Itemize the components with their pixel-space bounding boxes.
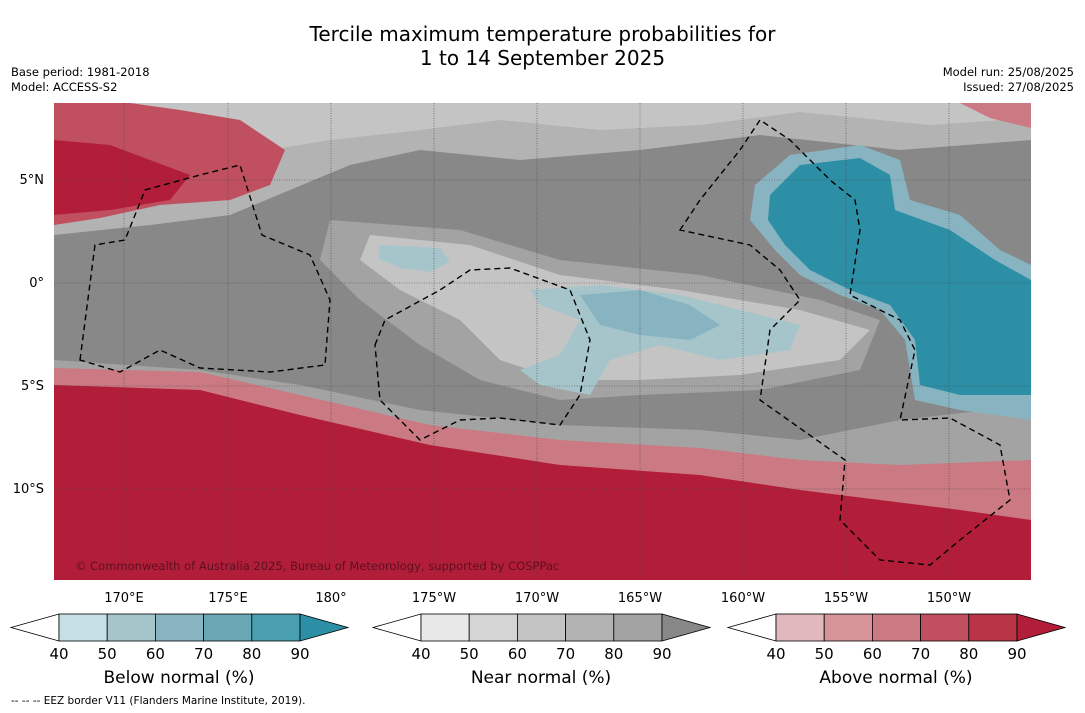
lat-label: 5°S [21, 379, 44, 394]
lon-label: 165°W [618, 591, 662, 606]
lon-label: 160°W [721, 591, 765, 606]
below-normal-central [520, 285, 800, 395]
colorbar-segment [106, 613, 156, 642]
colorbar-segment [872, 613, 922, 642]
longitude-labels: 170°E 175°E 180° 175°W 170°W 165°W 160°W… [104, 591, 971, 606]
lon-label: 175°E [208, 591, 248, 606]
colorbar-tick-label: 70 [911, 645, 930, 663]
above-normal-label: Above normal (%) [819, 668, 973, 688]
colorbar-tick-label: 90 [1007, 645, 1026, 663]
lon-label: 175°W [412, 591, 456, 606]
colorbar-tick-label: 60 [863, 645, 882, 663]
colorbar-tick-label: 80 [242, 645, 261, 663]
colorbar-segment [420, 613, 470, 642]
near-normal-light-south [54, 360, 1031, 470]
lon-label: 155°W [824, 591, 868, 606]
colorbar-tick-label: 40 [766, 645, 785, 663]
colorbar-extend-high [661, 613, 712, 642]
colorbar-extend-low [726, 613, 777, 642]
colorbar-segment [565, 613, 615, 642]
colorbar-tick-label: 60 [508, 645, 527, 663]
colorbar-segment [920, 613, 970, 642]
colorbar-tick-label: 80 [959, 645, 978, 663]
lon-label: 170°W [515, 591, 559, 606]
colorbar-segment [968, 613, 1018, 642]
eez-footnote: -- -- -- EEZ border V11 (Flanders Marine… [11, 695, 306, 707]
colorbars: 40 50 60 70 80 90 40 50 60 70 80 90 40 50 60 70 80 90 [9, 613, 1067, 663]
near-normal-lighter-band-north [120, 103, 1031, 155]
below-normal-west [378, 245, 450, 272]
lon-label: 180° [315, 591, 346, 606]
eez-borders [79, 119, 1011, 566]
colorbar-extend-high [1016, 613, 1067, 642]
colorbar-tick-label: 90 [652, 645, 671, 663]
colorbar-tick-label: 40 [49, 645, 68, 663]
colorbar-segment [468, 613, 518, 642]
above-normal-northwest-core [54, 140, 190, 215]
model-name: Model: ACCESS-S2 [11, 80, 118, 94]
colorbar-segment [775, 613, 825, 642]
colorbar-tick-label: 50 [98, 645, 117, 663]
colorbar-tick-label: 70 [194, 645, 213, 663]
below-normal-label: Below normal (%) [103, 668, 255, 688]
colorbar-tick-label: 90 [290, 645, 309, 663]
colorbar-extend-low [371, 613, 422, 642]
near-normal-label: Near normal (%) [470, 668, 612, 688]
issued-date: Issued: 27/08/2025 [963, 80, 1074, 94]
title-line1: Tercile maximum temperature probabilitie… [309, 22, 776, 46]
colorbar-segment [58, 613, 108, 642]
colorbar-segment [823, 613, 873, 642]
base-period: Base period: 1981-2018 [11, 65, 150, 79]
colorbar-tick-label: 50 [460, 645, 479, 663]
colorbar-extend-high [299, 613, 350, 642]
meta-right: Model run: 25/08/2025 Issued: 27/08/2025 [943, 65, 1074, 95]
colorbar-segment [517, 613, 567, 642]
lat-label: 10°S [13, 482, 44, 497]
lat-label: 0° [29, 276, 44, 291]
above-normal-northeast [960, 103, 1031, 128]
colorbar-tick-label: 60 [146, 645, 165, 663]
colorbar-tick-label: 50 [815, 645, 834, 663]
model-run: Model run: 25/08/2025 [942, 65, 1074, 79]
meta-left: Base period: 1981-2018 Model: ACCESS-S2 [11, 65, 150, 95]
colorbar-tick-label: 40 [411, 645, 430, 663]
lat-label: 5°N [20, 173, 45, 188]
colorbar-tick-label: 80 [604, 645, 623, 663]
below-normal-central-core [580, 290, 720, 340]
colorbar-segment [203, 613, 253, 642]
copyright-text: © Commonwealth of Australia 2025, Bureau… [75, 559, 559, 573]
colorbar-segment [251, 613, 301, 642]
colorbar-segment [154, 613, 204, 642]
title-line2: 1 to 14 September 2025 [419, 46, 666, 70]
colorbar-segment [613, 613, 663, 642]
colorbar-extend-low [9, 613, 60, 642]
latitude-labels: 5°N 0° 5°S 10°S [13, 173, 44, 497]
map-area: © Commonwealth of Australia 2025, Bureau… [54, 103, 1031, 580]
lon-label: 170°E [104, 591, 144, 606]
below-normal-east-core [768, 158, 1031, 395]
map-title: Tercile maximum temperature probabilitie… [0, 22, 1085, 70]
above-normal-south-core [54, 385, 1031, 580]
colorbar-tick-label: 70 [556, 645, 575, 663]
lon-label: 150°W [927, 591, 971, 606]
graticule [54, 103, 1031, 580]
